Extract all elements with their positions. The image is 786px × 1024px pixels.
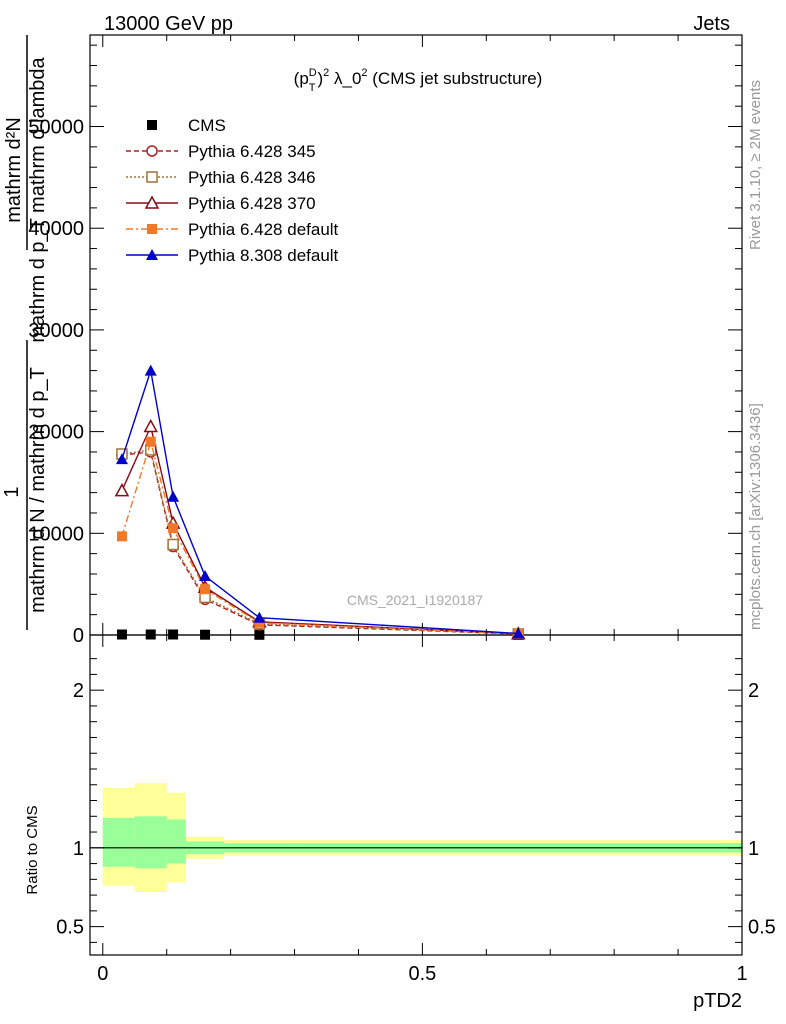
ratio-bands — [102, 783, 742, 892]
title-sub-t: T — [309, 82, 316, 94]
title-sup-d: D — [309, 67, 317, 79]
series-pythia-6-428-346 — [116, 444, 525, 640]
data-point-pythia-6-428-default — [254, 617, 265, 628]
legend-marker — [144, 195, 160, 209]
data-point-pythia-8-308-default — [199, 570, 212, 582]
x-tick-label: 0.5 — [408, 963, 436, 985]
title-tail: (CMS jet substructure) — [368, 69, 543, 88]
title-p: (p — [294, 69, 309, 88]
ratio-tick-label-right: 0.5 — [748, 917, 776, 939]
legend-label: Pythia 6.428 345 — [188, 142, 316, 161]
legend-entry-pythia-6-428-370: Pythia 6.428 370 — [126, 194, 316, 213]
series-line-pythia-6-428-default — [121, 439, 519, 635]
y-tick-label: 30000 — [28, 320, 84, 342]
data-point-pythia-8-308-default — [512, 627, 525, 639]
y-axis-title: mathrm d²N mathrm d p_T mathrm d lambda … — [1, 35, 49, 630]
legend-label: Pythia 6.428 346 — [188, 168, 316, 187]
green-band-2 — [166, 819, 186, 864]
legend-marker — [146, 171, 158, 183]
ratio-tick-label-right: 1 — [748, 838, 759, 860]
title-sup-2b: 2 — [361, 67, 367, 79]
y-title-prefix-den: mathrm d N / mathrm d p_T — [27, 367, 49, 613]
data-point-cms — [116, 629, 127, 640]
data-point-pythia-6-428-default — [145, 436, 156, 447]
title-rest: λ_0 — [329, 69, 361, 88]
mcplots-label: mcplots.cern.ch [arXiv:1306.3436] — [747, 403, 764, 630]
data-point-pythia-6-428-370 — [114, 483, 130, 497]
data-point-pythia-6-428-default — [168, 523, 179, 534]
data-point-pythia-6-428-default — [200, 584, 211, 595]
y-tick-label: 50000 — [28, 117, 84, 139]
data-point-cms — [145, 629, 156, 640]
y-title-denominator: mathrm d p_T mathrm d lambda — [27, 56, 49, 342]
data-point-pythia-8-308-default — [167, 490, 180, 502]
legend-entry-pythia-6-428-default: Pythia 6.428 default — [126, 220, 339, 239]
data-point-pythia-6-428-346 — [167, 538, 179, 551]
series-line-pythia-8-308-default — [121, 370, 519, 635]
data-point-cms — [254, 629, 265, 640]
ratio-tick-label-left: 2 — [73, 680, 84, 702]
legend-marker — [146, 249, 158, 260]
y-tick-label: 40000 — [28, 218, 84, 240]
title-sup-2: 2 — [323, 67, 329, 79]
series-pythia-6-428-default — [116, 436, 524, 639]
ratio-tick-label-left: 1 — [73, 838, 84, 860]
title-close: ) — [317, 69, 323, 88]
rivet-label: Rivet 3.1.10, ≥ 2M events — [747, 80, 764, 250]
energy-label: 13000 GeV pp — [104, 13, 233, 35]
ratio-tick-label-left: 0.5 — [56, 917, 84, 939]
green-band-0 — [102, 817, 135, 867]
data-point-pythia-8-308-default — [115, 453, 128, 465]
data-point-pythia-8-308-default — [253, 611, 266, 623]
data-point-pythia-8-308-default — [144, 364, 157, 376]
legend-label: Pythia 6.428 default — [188, 220, 339, 239]
series-pythia-8-308-default — [115, 364, 525, 639]
legend-entry-cms: CMS — [147, 116, 226, 135]
ratio-axes: 0 0.5 1 0.5 0.5 1 1 2 2 — [56, 634, 776, 985]
green-band-1 — [134, 816, 167, 869]
plot-title: (pD T)2 λ_02 (CMS jet substructure) — [294, 67, 543, 94]
data-point-pythia-6-428-default — [116, 531, 127, 542]
x-tick-label: 1 — [736, 963, 747, 985]
legend-label: CMS — [188, 116, 226, 135]
analysis-watermark: CMS_2021_I1920187 — [347, 592, 483, 608]
legend-entry-pythia-8-308-default: Pythia 8.308 default — [126, 246, 339, 265]
legend-marker — [147, 224, 157, 234]
data-point-cms — [168, 629, 179, 640]
ratio-tick-label-right: 2 — [748, 680, 759, 702]
legend-marker — [146, 145, 158, 157]
y-tick-label: 0 — [73, 625, 84, 647]
legend-marker — [147, 120, 157, 130]
legend-label: Pythia 8.308 default — [188, 246, 339, 265]
series-layer — [114, 364, 526, 640]
y-tick-label: 20000 — [28, 422, 84, 444]
legend-entry-pythia-6-428-346: Pythia 6.428 346 — [126, 168, 316, 187]
y-tick-label: 10000 — [28, 523, 84, 545]
legend-entry-pythia-6-428-345: Pythia 6.428 345 — [126, 142, 316, 161]
x-axis-title: pTD2 — [693, 990, 742, 1012]
data-point-cms — [200, 629, 211, 640]
y-title-numerator: mathrm d²N — [3, 117, 25, 223]
x-tick-label: 0 — [97, 963, 108, 985]
category-label: Jets — [693, 13, 730, 35]
data-point-pythia-6-428-370 — [143, 418, 158, 433]
legend-label: Pythia 6.428 370 — [188, 194, 316, 213]
legend: CMS Pythia 6.428 345 Pythia 6.428 346 Pythi… — [126, 116, 339, 265]
ratio-y-title: Ratio to CMS — [24, 805, 41, 894]
ratio-frame — [89, 634, 743, 956]
y-title-prefix-num: 1 — [1, 486, 23, 497]
